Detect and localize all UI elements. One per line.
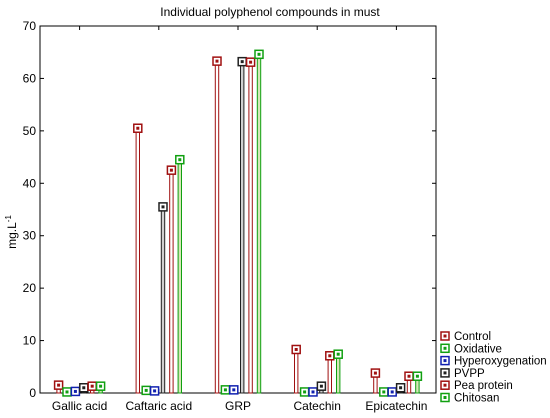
y-tick-label: 60 <box>23 71 37 85</box>
mean-marker <box>87 381 97 391</box>
mean-marker <box>79 383 89 393</box>
bar-pea-protein <box>327 355 333 394</box>
x-tick-label: GRP <box>225 399 251 413</box>
legend-item: PVPP <box>440 368 485 380</box>
mean-marker <box>404 371 414 381</box>
y-tick-label: 0 <box>29 386 36 400</box>
y-tick-label: 20 <box>23 281 37 295</box>
y-tick-label: 50 <box>23 124 37 138</box>
mean-marker <box>379 387 389 397</box>
mean-marker <box>370 368 381 378</box>
mean-marker <box>149 386 160 396</box>
legend-item: Pea protein <box>440 380 513 392</box>
mean-marker <box>158 202 168 212</box>
mean-marker <box>175 154 185 165</box>
mean-marker <box>220 385 231 395</box>
legend-label: Chitosan <box>454 393 499 405</box>
mean-marker <box>133 123 143 133</box>
y-tick-label: 70 <box>23 19 37 33</box>
mean-marker <box>70 386 81 397</box>
legend-item: Oxidative <box>440 343 502 355</box>
mean-marker <box>53 380 64 390</box>
x-tick-label: Gallic acid <box>52 399 107 413</box>
x-tick-label: Epicatechin <box>365 399 427 413</box>
mean-marker <box>62 387 72 397</box>
mean-marker <box>412 371 423 381</box>
mean-marker <box>299 387 310 397</box>
mean-marker <box>333 349 343 359</box>
mean-marker <box>387 387 397 397</box>
plot-frame <box>39 25 437 394</box>
bar-pea-protein <box>248 61 253 394</box>
bar-chitosan <box>336 353 341 394</box>
x-tick-label: Caftaric acid <box>125 399 192 413</box>
y-tick-label: 10 <box>23 334 37 348</box>
mean-marker <box>237 56 247 67</box>
mean-marker <box>141 385 151 396</box>
mean-marker <box>254 49 264 60</box>
chart-title: Individual polyphenol compounds in must <box>160 5 380 19</box>
mean-marker <box>245 57 256 67</box>
bar-chitosan <box>177 159 183 394</box>
legend-item: Hyperoxygenation <box>440 356 547 368</box>
mean-marker <box>395 383 406 393</box>
mean-marker <box>291 344 301 355</box>
y-tick-label: 40 <box>23 176 37 190</box>
legend-item: Control <box>440 331 491 343</box>
bar-control <box>294 348 299 394</box>
legend: ControlOxidativeHyperoxygenationPVPPPea … <box>440 331 547 405</box>
mean-marker <box>316 381 327 391</box>
mean-marker <box>166 165 177 175</box>
bar-pvpp <box>240 61 245 394</box>
mean-marker <box>229 385 239 395</box>
bar-control <box>214 60 220 394</box>
y-axis-label: mg.L-1 <box>4 215 19 249</box>
bar-control <box>135 127 141 394</box>
bar-chitosan <box>256 53 262 394</box>
plot-area: 0 10 20 30 40 50 60 70 Gallic acid Caftaric acid G… <box>23 19 437 413</box>
legend-label: Pea protein <box>454 380 513 392</box>
legend-label: PVPP <box>454 368 485 380</box>
mean-marker <box>308 387 318 397</box>
y-tick-label: 30 <box>23 229 37 243</box>
legend-label: Control <box>454 331 491 343</box>
legend-label: Oxidative <box>454 343 502 355</box>
mean-marker <box>325 351 335 361</box>
mean-marker <box>95 381 106 391</box>
bar-pvpp <box>160 206 166 394</box>
bar-pea-protein <box>169 169 174 394</box>
legend-item: Chitosan <box>440 393 499 405</box>
mean-marker <box>212 56 222 66</box>
legend-label: Hyperoxygenation <box>454 356 547 368</box>
x-tick-label: Catechin <box>294 399 341 413</box>
